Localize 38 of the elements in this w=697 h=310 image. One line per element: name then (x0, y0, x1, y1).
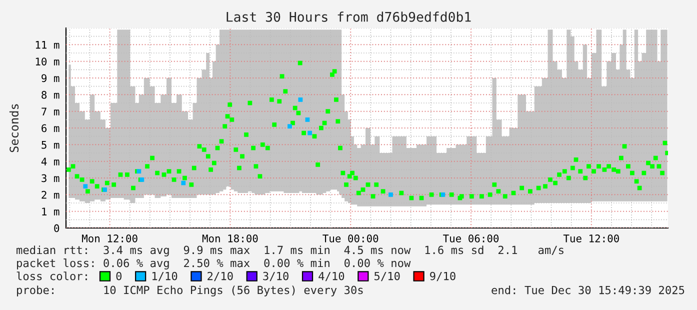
x-tick-label: Mon 12:00 (82, 234, 138, 242)
point (83, 184, 88, 189)
x-tick-label: Tue 00:00 (322, 234, 378, 242)
legend-label: 1/10 (152, 272, 178, 282)
y-tick-label: 10 m (36, 58, 60, 66)
text: probe: 10 ICMP Echo Pings (56 Bytes) every 30s (17, 286, 363, 296)
y-tick-label: 2 m (42, 190, 60, 199)
y-tick-label: 0 (54, 224, 60, 232)
text: median rtt: 3.4 ms avg 9.9 ms max 1.7 ms min 4.5 ms now 1.6 ms sd 2.1 am/s (16, 246, 564, 256)
y-tick-label: 8 m (42, 90, 60, 99)
y-tick-label: 11 m (36, 41, 60, 49)
chart-title: Last 30 Hours from d76b9edfd0b1 (226, 12, 471, 22)
y-axis-title: Seconds (9, 104, 19, 152)
x-tick-label: Tue 12:00 (563, 234, 619, 242)
point (298, 97, 303, 102)
point (305, 117, 310, 122)
point (288, 124, 292, 129)
y-tick-label: 9 m (42, 74, 60, 82)
x-tick-label: Tue 06:00 (443, 234, 499, 242)
legend-title: loss color: (16, 272, 87, 280)
legend-label: 0 (116, 272, 122, 280)
legend-label: 5/10 (374, 272, 400, 282)
point (388, 192, 393, 197)
legend-label: 2/10 (208, 272, 233, 282)
y-tick-label: 5 m (42, 141, 60, 149)
point (181, 180, 186, 186)
y-tick-label: 7 m (42, 108, 60, 116)
y-tick-label: 4 m (41, 158, 60, 166)
legend-label: 4/10 (318, 272, 344, 282)
x-tick-label: Mon 18:00 (202, 234, 258, 242)
legend-label: 3/10 (263, 272, 288, 282)
y-tick-label: 6 m (42, 124, 60, 132)
text: packet loss: 0.06 % avg 2.50 % max 0.00 % min 0.00 % now (17, 258, 411, 270)
legend-label: 9/10 (430, 272, 456, 282)
text: end: Tue Dec 30 15:49:39 2025 (492, 286, 684, 294)
y-tick-label: 3 m (42, 174, 60, 182)
point (308, 130, 312, 136)
y-tick-label: 1 m (42, 208, 60, 216)
